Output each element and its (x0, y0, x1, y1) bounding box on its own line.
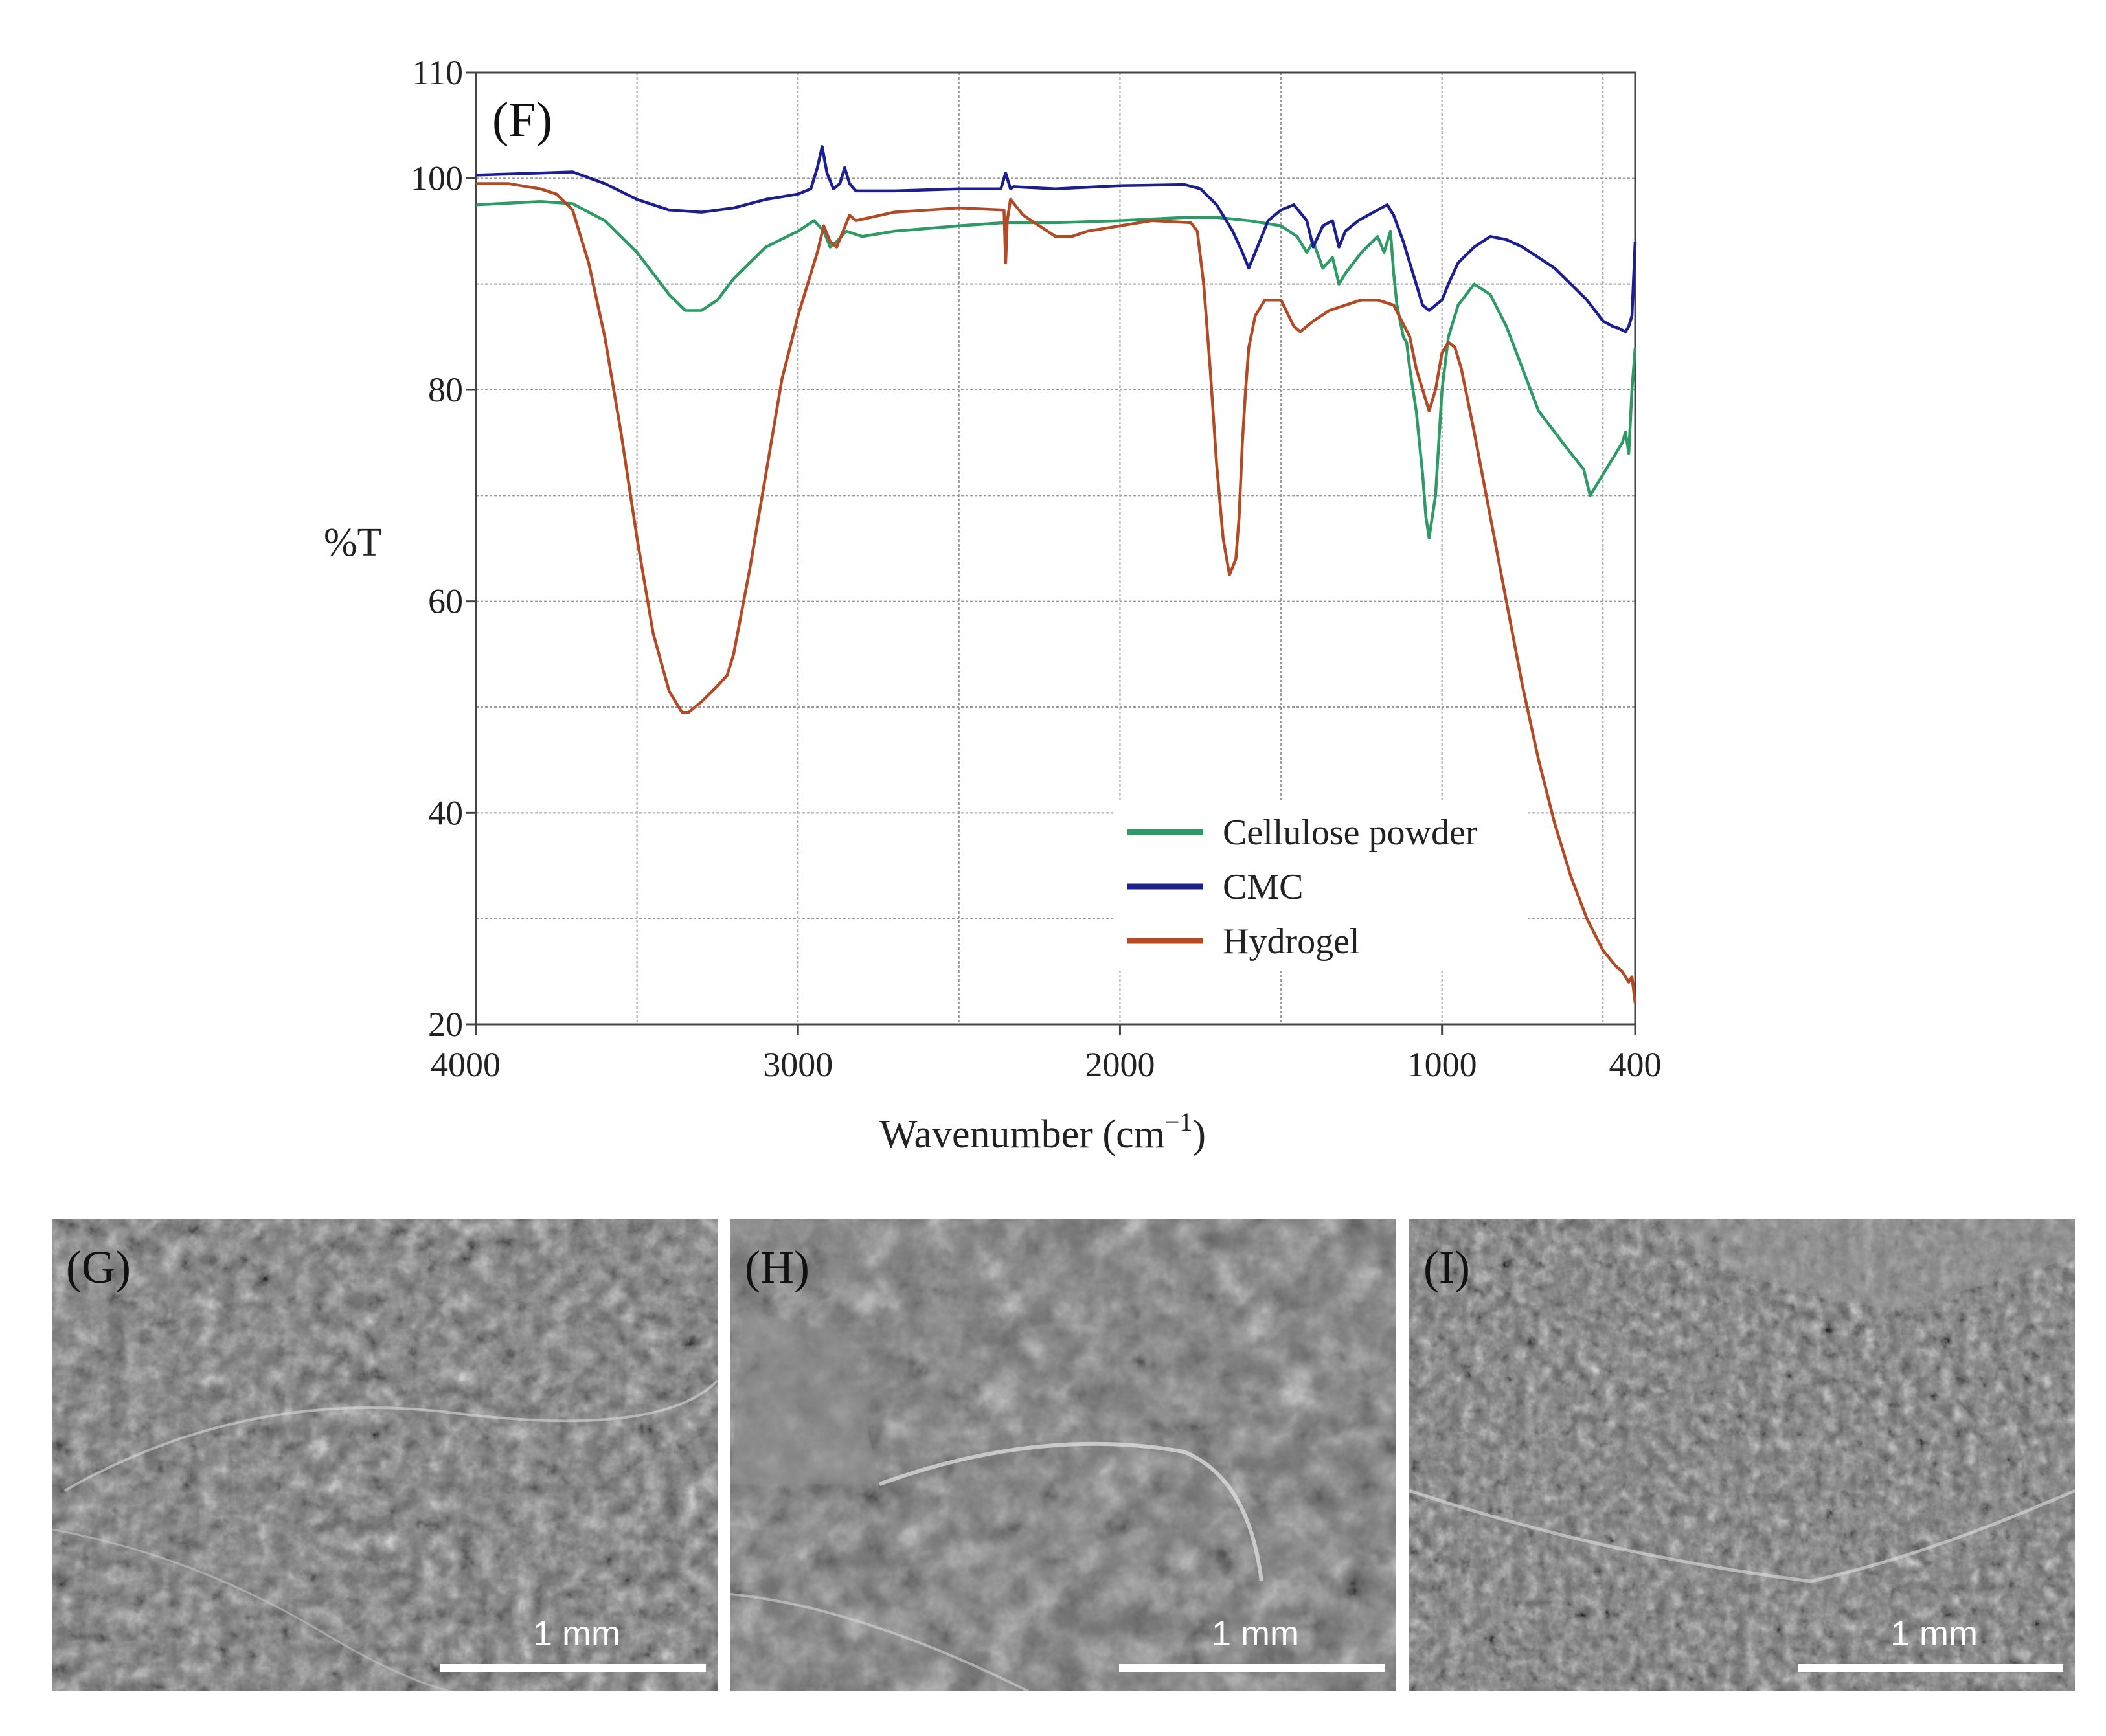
sem-panel-g: (G) 1 mm (52, 1219, 718, 1691)
y-tick-label: 80 (428, 370, 463, 409)
chart-ticks: 20 40 60 80 100 110 4000 3000 2000 1000 400 (411, 53, 1662, 1084)
series-line-cmc (475, 145, 1637, 333)
y-tick-label: 100 (411, 159, 463, 197)
x-axis-title-main: Wavenumber (cm (879, 1112, 1165, 1156)
sem-panel-label: (I) (1423, 1241, 1470, 1293)
ftir-chart: 20 40 60 80 100 110 4000 3000 2000 1000 400 (F) %T… (324, 53, 1662, 1156)
y-tick-label: 60 (428, 582, 463, 621)
sem-texture-h (730, 1219, 1396, 1691)
x-axis-title-close: ) (1192, 1112, 1206, 1156)
sem-texture-i (1409, 1219, 2075, 1691)
y-tick-label: 20 (428, 1005, 463, 1044)
x-tick-label: 2000 (1085, 1045, 1155, 1084)
plot-frame (475, 71, 1636, 1026)
x-tick-label: 400 (1609, 1045, 1662, 1084)
x-tick-label: 1000 (1407, 1045, 1477, 1084)
sem-panel-label: (G) (66, 1241, 131, 1293)
scalebar-label: 1 mm (1212, 1614, 1299, 1653)
series-line-hydrogel (476, 182, 1637, 1004)
scalebar-label: 1 mm (1890, 1614, 1978, 1653)
legend-label-cmc: CMC (1223, 867, 1304, 907)
y-tick-label: 40 (428, 793, 463, 832)
scalebar (1798, 1664, 2063, 1672)
x-axis-title-superscript: −1 (1165, 1107, 1193, 1136)
y-tick-label: 110 (412, 53, 463, 92)
x-tick-label: 4000 (431, 1045, 501, 1084)
legend-label-cellulose: Cellulose powder (1223, 813, 1478, 853)
legend-label-hydrogel: Hydrogel (1223, 921, 1360, 962)
y-axis-title: %T (324, 521, 382, 565)
sem-panel-i: (I) 1 mm (1409, 1219, 2075, 1691)
chart-series (475, 145, 1637, 1004)
chart-legend: Cellulose powder CMC Hydrogel (1114, 802, 1528, 971)
series-line-cellulose-powder (475, 200, 1637, 539)
chart-panel-label: (F) (492, 93, 552, 147)
x-tick-label: 3000 (763, 1045, 833, 1084)
sem-panel-label: (H) (745, 1241, 810, 1293)
chart-axes (475, 71, 1636, 1026)
sem-panel-h: (H) 1 mm (730, 1219, 1396, 1691)
sem-texture-g (52, 1219, 718, 1691)
scalebar (440, 1664, 706, 1672)
scalebar (1119, 1664, 1385, 1672)
x-axis-title: Wavenumber (cm−1) (879, 1107, 1206, 1156)
scalebar-label: 1 mm (533, 1614, 620, 1653)
